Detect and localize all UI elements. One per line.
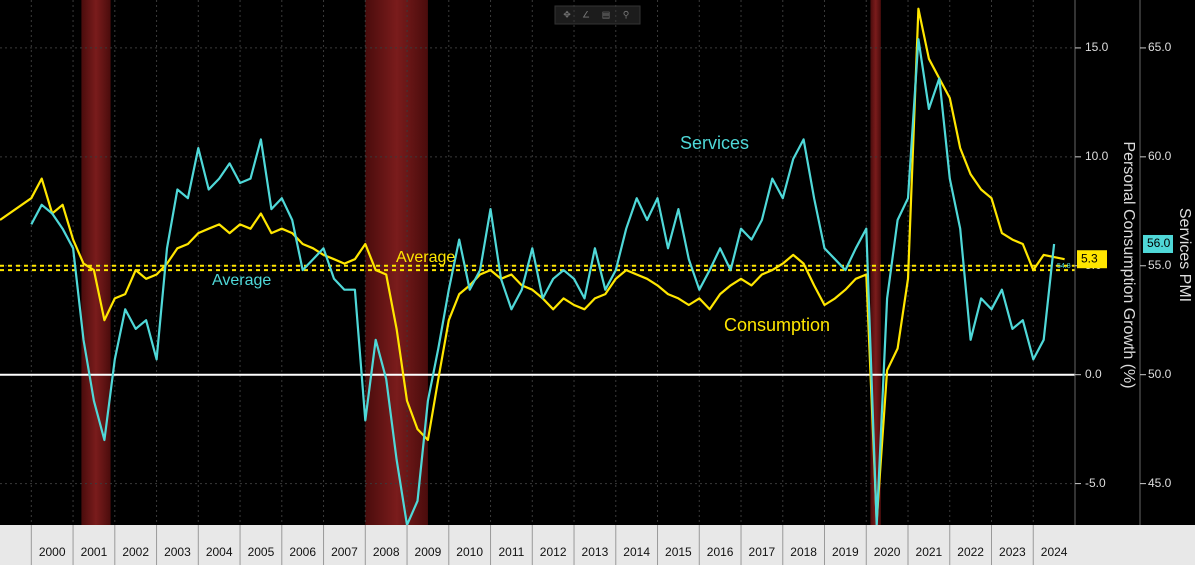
y2-tick-label: 65.0 <box>1148 40 1172 54</box>
x-tick-label: 2011 <box>499 545 525 559</box>
last-value-label: 5.3 <box>1081 251 1098 265</box>
svg-text:⚲: ⚲ <box>623 9 630 19</box>
x-tick-label: 2006 <box>289 545 316 559</box>
x-tick-label: 2002 <box>122 545 149 559</box>
x-tick-label: 2001 <box>81 545 108 559</box>
recession-band <box>365 0 428 525</box>
x-tick-label: 2009 <box>415 545 442 559</box>
x-tick-label: 2003 <box>164 545 191 559</box>
svg-text:∠: ∠ <box>582 9 590 19</box>
recession-band <box>81 0 111 525</box>
x-tick-label: 2007 <box>331 545 358 559</box>
x-tick-label: 2016 <box>707 545 734 559</box>
x-tick-label: 2021 <box>916 545 943 559</box>
average-value-label: 54.8 <box>1057 263 1071 270</box>
last-value-tag <box>1143 234 1173 253</box>
y2-tick-label: 55.0 <box>1148 258 1172 272</box>
y-axis-title: Personal Consumption Growth (%) <box>1120 141 1137 388</box>
x-tick-label: 2013 <box>582 545 609 559</box>
x-tick-label: 2019 <box>832 545 859 559</box>
x-tick-label: 2000 <box>39 545 66 559</box>
series-label: Consumption <box>724 315 830 335</box>
y-tick-label: 15.0 <box>1085 40 1109 54</box>
y2-tick-label: 60.0 <box>1148 149 1172 163</box>
x-tick-label: 2012 <box>540 545 567 559</box>
y2-tick-label: 45.0 <box>1148 476 1172 490</box>
recession-band <box>870 0 881 525</box>
x-tick-label: 2005 <box>248 545 275 559</box>
svg-text:✥: ✥ <box>563 9 571 19</box>
x-tick-label: 2023 <box>999 545 1026 559</box>
y2-axis-title: Services PMI <box>1176 208 1193 302</box>
x-tick-label: 2018 <box>790 545 817 559</box>
x-tick-label: 2024 <box>1041 545 1068 559</box>
x-tick-label: 2010 <box>456 545 483 559</box>
y-tick-label: 0.0 <box>1085 367 1102 381</box>
last-value-label: 56.0 <box>1147 236 1171 250</box>
x-tick-label: 2015 <box>665 545 692 559</box>
x-axis-band <box>0 525 1195 565</box>
svg-text:▤: ▤ <box>602 9 611 19</box>
x-tick-label: 2017 <box>749 545 776 559</box>
x-tick-label: 2020 <box>874 545 901 559</box>
average-label: Average <box>212 272 271 289</box>
plot-area <box>0 0 1075 525</box>
x-tick-label: 2022 <box>957 545 984 559</box>
average-label: Average <box>396 249 455 266</box>
x-tick-label: 2004 <box>206 545 233 559</box>
y-tick-label: -5.0 <box>1085 476 1106 490</box>
x-tick-label: 2008 <box>373 545 400 559</box>
x-tick-label: 2014 <box>623 545 650 559</box>
toolbar: ✥ ∠ ▤ ⚲ <box>554 5 641 25</box>
y2-tick-label: 50.0 <box>1148 367 1172 381</box>
y-tick-label: 10.0 <box>1085 149 1109 163</box>
series-label: Services <box>680 133 749 153</box>
last-value-tag <box>1077 250 1107 269</box>
series-line <box>30 38 1056 525</box>
